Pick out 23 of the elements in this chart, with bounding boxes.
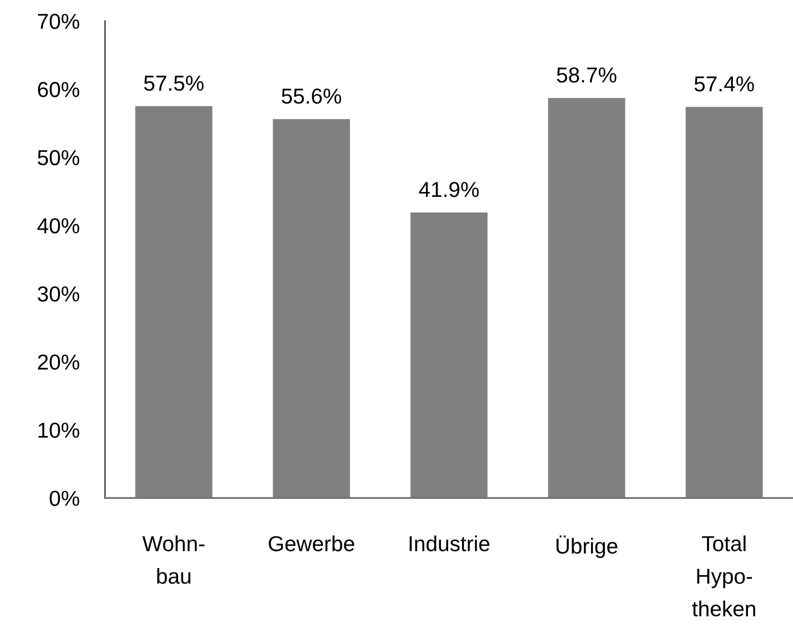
bar: [410, 212, 488, 498]
data-label: 57.5%: [144, 76, 204, 91]
x-tick-label: Total Hypo- theken: [692, 536, 756, 616]
y-tick-label: 30%: [38, 286, 80, 302]
y-tick-label: 50%: [38, 150, 80, 166]
x-tick-label: Gewerbe: [268, 536, 354, 552]
y-tick-label: 20%: [38, 354, 80, 370]
data-label: 58.7%: [556, 67, 616, 83]
bar: [135, 106, 212, 498]
bar: [272, 119, 350, 498]
data-label: 57.4%: [694, 76, 754, 92]
y-tick-label: 0%: [50, 490, 80, 506]
x-tick-label: Übrige: [556, 536, 618, 558]
y-tick-label: 40%: [37, 218, 80, 234]
y-tick-label: 60%: [38, 82, 80, 98]
y-tick-label: 10%: [38, 422, 80, 438]
y-tick-label: 70%: [38, 14, 80, 30]
x-tick-label: Wohn- bau: [142, 536, 204, 584]
bar: [686, 106, 763, 498]
data-label: 41.9%: [418, 182, 479, 198]
data-label: 55.6%: [282, 88, 342, 104]
bar: [548, 98, 626, 498]
x-tick-label: Industrie: [410, 536, 490, 552]
